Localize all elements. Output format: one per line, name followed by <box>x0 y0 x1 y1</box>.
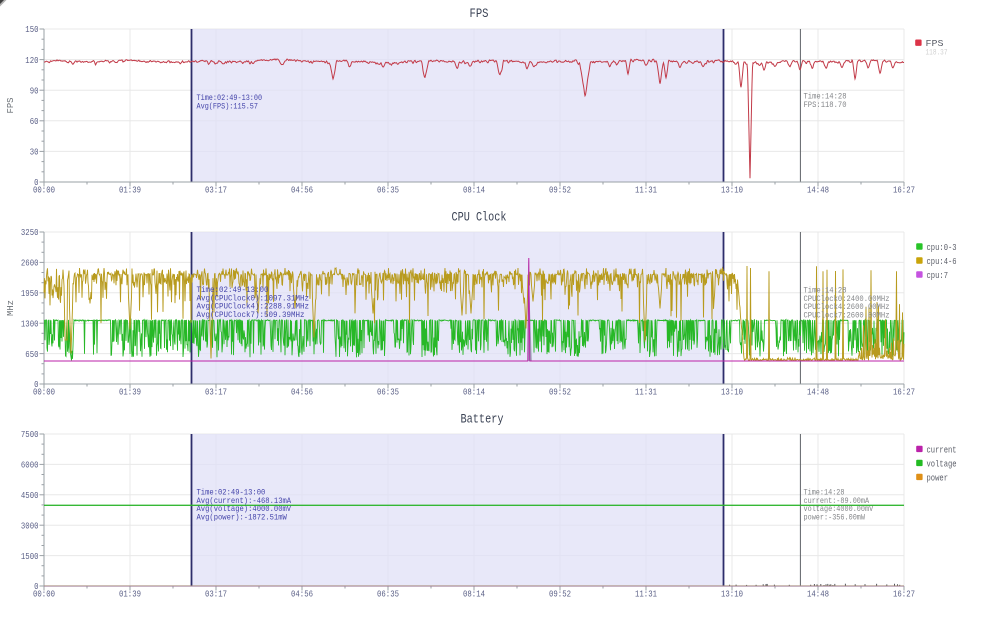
svg-text:09:52: 09:52 <box>549 589 571 599</box>
svg-text:60: 60 <box>30 117 39 127</box>
svg-text:current: current <box>927 444 957 455</box>
svg-text:06:35: 06:35 <box>377 185 399 195</box>
svg-text:cpu:7: cpu:7 <box>927 270 949 281</box>
svg-text:00:00: 00:00 <box>33 185 55 195</box>
svg-text:0: 0 <box>34 178 38 188</box>
svg-text:CPUClock7:2600.00MHz: CPUClock7:2600.00MHz <box>804 310 890 320</box>
svg-text:voltage:4000.00mV: voltage:4000.00mV <box>804 504 874 514</box>
svg-text:14:48: 14:48 <box>807 387 829 397</box>
svg-text:01:39: 01:39 <box>119 589 141 599</box>
svg-text:04:56: 04:56 <box>291 589 313 599</box>
svg-text:650: 650 <box>25 350 38 360</box>
svg-text:Avg(CPUClock7):509.39MHz: Avg(CPUClock7):509.39MHz <box>197 310 305 320</box>
svg-text:11:31: 11:31 <box>635 589 657 599</box>
svg-text:power: power <box>927 472 949 483</box>
svg-text:Time:14:28: Time:14:28 <box>804 92 847 102</box>
svg-text:30: 30 <box>30 148 39 158</box>
svg-text:06:35: 06:35 <box>377 589 399 599</box>
svg-text:04:56: 04:56 <box>291 387 313 397</box>
svg-text:6000: 6000 <box>21 461 39 471</box>
svg-text:03:17: 03:17 <box>205 589 227 599</box>
svg-text:00:00: 00:00 <box>33 589 55 599</box>
svg-text:Time:14:28: Time:14:28 <box>804 488 845 498</box>
svg-text:04:56: 04:56 <box>291 185 313 195</box>
svg-text:01:39: 01:39 <box>119 185 141 195</box>
svg-text:120: 120 <box>25 56 38 66</box>
svg-text:150: 150 <box>25 25 38 35</box>
svg-text:MHz: MHz <box>6 300 16 316</box>
svg-text:CPUClock4:2600.00MHz: CPUClock4:2600.00MHz <box>804 302 890 312</box>
svg-text:cpu:0-3: cpu:0-3 <box>927 242 957 253</box>
svg-text:3000: 3000 <box>21 521 39 531</box>
svg-text:4500: 4500 <box>21 491 39 501</box>
svg-text:0: 0 <box>34 582 38 592</box>
svg-text:cpu:4-6: cpu:4-6 <box>927 256 957 267</box>
svg-text:FPS: FPS <box>6 98 16 114</box>
svg-text:1300: 1300 <box>21 319 39 329</box>
svg-text:09:52: 09:52 <box>549 185 571 195</box>
svg-text:Avg(voltage):4000.00mV: Avg(voltage):4000.00mV <box>197 504 292 514</box>
svg-text:FPS: FPS <box>926 38 944 49</box>
svg-text:01:39: 01:39 <box>119 387 141 397</box>
svg-text:current:-89.00mA: current:-89.00mA <box>804 496 870 506</box>
svg-text:08:14: 08:14 <box>463 185 485 195</box>
svg-text:CPUClock0:2400.00MHz: CPUClock0:2400.00MHz <box>804 294 890 304</box>
svg-text:03:17: 03:17 <box>205 387 227 397</box>
svg-text:FPS:118.70: FPS:118.70 <box>804 100 847 110</box>
svg-text:14:48: 14:48 <box>807 589 829 599</box>
svg-text:00:00: 00:00 <box>33 387 55 397</box>
svg-text:14:48: 14:48 <box>807 185 829 195</box>
svg-text:08:14: 08:14 <box>463 589 485 599</box>
svg-text:16:27: 16:27 <box>893 387 915 397</box>
svg-text:Time:02:49-13:00: Time:02:49-13:00 <box>197 93 263 103</box>
svg-text:13:10: 13:10 <box>721 387 743 397</box>
svg-text:FPS: FPS <box>470 7 489 21</box>
svg-text:Avg(FPS):115.57: Avg(FPS):115.57 <box>197 101 259 111</box>
svg-text:Time:02:49-13:00: Time:02:49-13:00 <box>197 488 266 498</box>
svg-text:11:31: 11:31 <box>635 387 657 397</box>
svg-text:voltage: voltage <box>927 458 957 469</box>
svg-text:Time:02:49-13:00: Time:02:49-13:00 <box>197 285 269 295</box>
svg-text:2600: 2600 <box>21 259 39 269</box>
svg-text:1950: 1950 <box>21 289 39 299</box>
svg-text:7500: 7500 <box>21 430 39 440</box>
svg-text:0: 0 <box>34 380 38 390</box>
svg-text:118.37: 118.37 <box>926 48 948 58</box>
svg-text:Avg(current):-468.13mA: Avg(current):-468.13mA <box>197 496 292 506</box>
svg-text:16:27: 16:27 <box>893 185 915 195</box>
svg-text:90: 90 <box>30 86 39 96</box>
svg-text:Time:14:28: Time:14:28 <box>804 286 847 296</box>
svg-text:3250: 3250 <box>21 228 39 238</box>
svg-text:13:10: 13:10 <box>721 589 743 599</box>
svg-text:1500: 1500 <box>21 552 39 562</box>
svg-text:09:52: 09:52 <box>549 387 571 397</box>
svg-text:06:35: 06:35 <box>377 387 399 397</box>
svg-text:03:17: 03:17 <box>205 185 227 195</box>
svg-text:Avg(power):-1872.51mW: Avg(power):-1872.51mW <box>197 512 288 522</box>
svg-text:CPU Clock: CPU Clock <box>452 211 507 225</box>
svg-text:Battery: Battery <box>461 413 504 427</box>
svg-text:Avg(CPUClock0):1097.31MHz: Avg(CPUClock0):1097.31MHz <box>197 293 310 303</box>
svg-text:08:14: 08:14 <box>463 387 485 397</box>
svg-text:11:31: 11:31 <box>635 185 657 195</box>
svg-text:power:-356.00mW: power:-356.00mW <box>804 512 866 522</box>
svg-text:Avg(CPUClock4):2288.91MHz: Avg(CPUClock4):2288.91MHz <box>197 302 310 312</box>
svg-text:16:27: 16:27 <box>893 589 915 599</box>
svg-text:13:10: 13:10 <box>721 185 743 195</box>
